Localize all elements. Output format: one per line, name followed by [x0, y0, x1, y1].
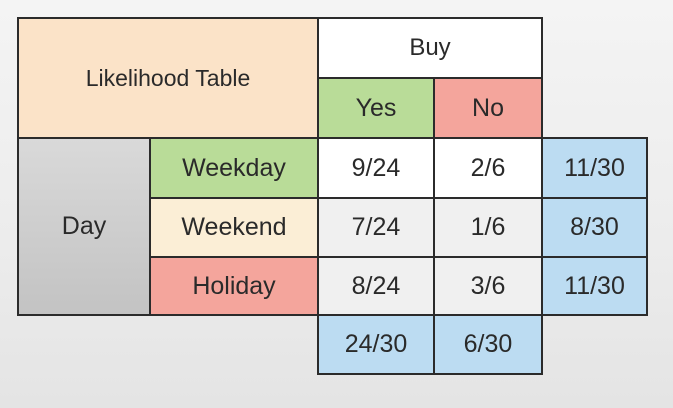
column-header-yes: Yes — [317, 77, 435, 139]
row-label-holiday: Holiday — [149, 256, 319, 316]
cell-weekend-no: 1/6 — [433, 197, 543, 258]
cell-weekday-no: 2/6 — [433, 137, 543, 199]
row-total-holiday: 11/30 — [541, 256, 648, 316]
column-header-no: No — [433, 77, 543, 139]
buy-header: Buy — [317, 17, 543, 79]
row-label-weekend: Weekend — [149, 197, 319, 258]
cell-holiday-yes: 8/24 — [317, 256, 435, 316]
table-title: Likelihood Table — [17, 17, 319, 139]
column-total-no: 6/30 — [433, 314, 543, 375]
row-total-weekend: 8/30 — [541, 197, 648, 258]
cell-weekend-yes: 7/24 — [317, 197, 435, 258]
column-total-yes: 24/30 — [317, 314, 435, 375]
row-group-day: Day — [17, 137, 151, 316]
cell-weekday-yes: 9/24 — [317, 137, 435, 199]
row-total-weekday: 11/30 — [541, 137, 648, 199]
row-label-weekday: Weekday — [149, 137, 319, 199]
cell-holiday-no: 3/6 — [433, 256, 543, 316]
